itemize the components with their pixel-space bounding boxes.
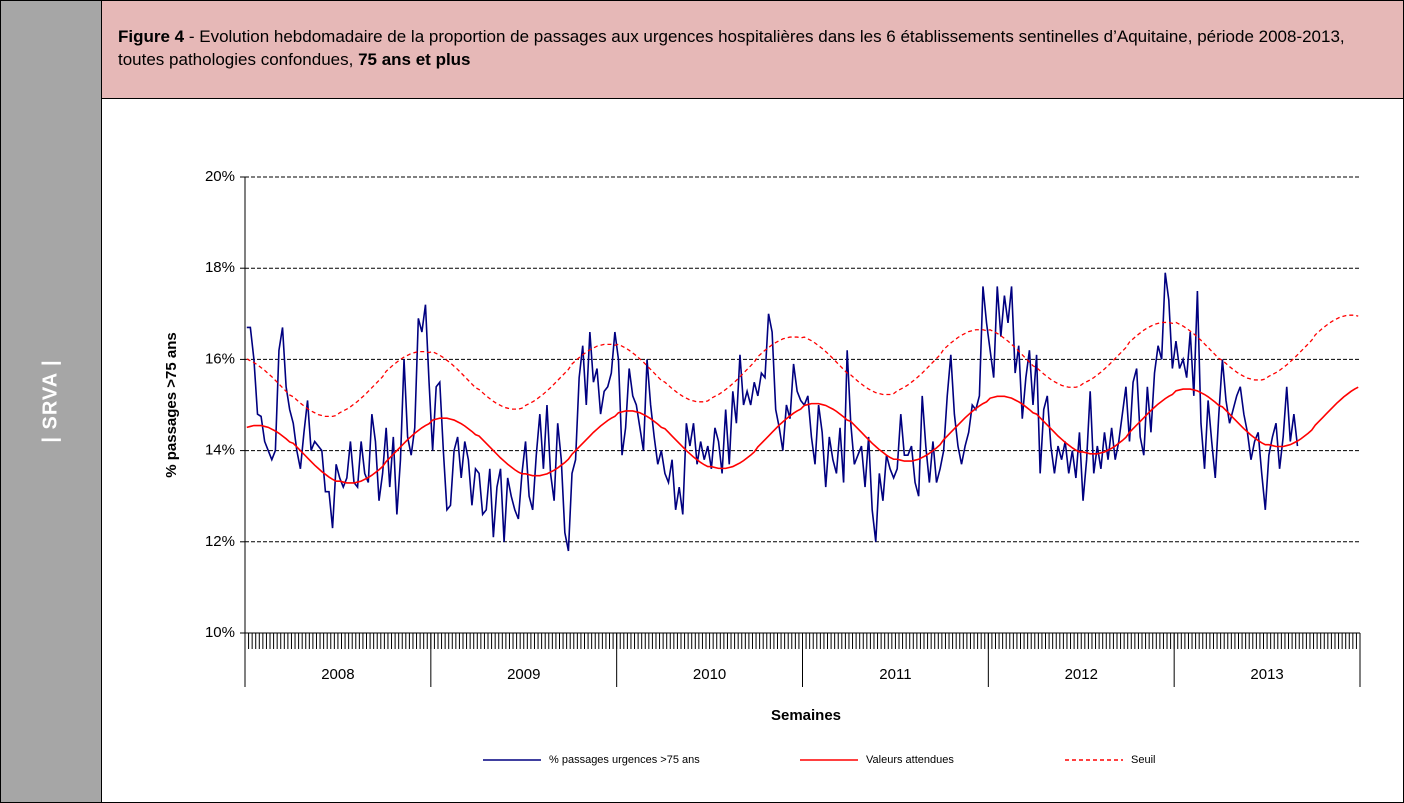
series-line [246, 314, 1359, 418]
x-group-label: 2008 [321, 666, 354, 683]
x-axis-label: Semaines [771, 707, 841, 724]
x-group-label: 2011 [879, 666, 911, 683]
series-line [246, 386, 1359, 484]
figure-emphasis: 75 ans et plus [358, 50, 471, 69]
legend-label: Valeurs attendues [866, 754, 954, 766]
y-tick-label: 10% [205, 624, 235, 641]
legend-label: % passages urgences >75 ans [549, 754, 700, 766]
y-tick-label: 12% [205, 533, 235, 550]
y-tick-label: 14% [205, 442, 235, 459]
series-line [246, 272, 1299, 552]
x-group-label: 2012 [1065, 666, 1098, 683]
figure-title: - Evolution hebdomadaire de la proportio… [118, 27, 1345, 69]
x-group-label: 2009 [507, 666, 540, 683]
header: Figure 4 - Evolution hebdomadaire de la … [102, 1, 1403, 99]
y-tick-label: 18% [205, 259, 235, 276]
x-group-label: 2013 [1250, 666, 1283, 683]
sidebar: | SRVA | [1, 1, 102, 802]
legend-label: Seuil [1131, 754, 1155, 766]
figure-label: Figure 4 [118, 27, 185, 46]
y-tick-label: 16% [205, 350, 235, 367]
y-tick-label: 20% [205, 168, 235, 185]
y-axis-label: % passages >75 ans [163, 332, 180, 478]
x-group-label: 2010 [693, 666, 726, 683]
